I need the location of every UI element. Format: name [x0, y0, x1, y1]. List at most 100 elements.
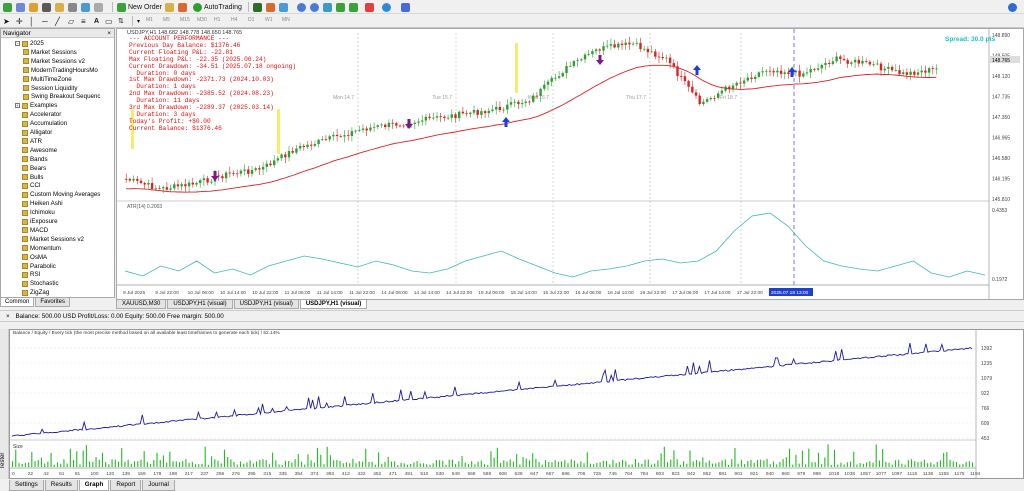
tab-favorites[interactable]: Favorites	[35, 298, 71, 307]
vertical-line-icon[interactable]: │	[29, 16, 34, 26]
tab-common[interactable]: Common	[0, 298, 35, 307]
balance-graph[interactable]: 1392 1235 1079 922 766 609 453 0 22 42 61 81 100 120 1…	[10, 330, 1023, 478]
navigator-item[interactable]: Bears	[22, 164, 46, 173]
trendline-icon[interactable]: ╱	[55, 16, 60, 26]
candle-body	[565, 66, 568, 74]
tab-results[interactable]: Results	[44, 480, 78, 491]
navigator-item[interactable]: Ichimoku	[22, 208, 55, 217]
timeframe-w1[interactable]: W1	[265, 17, 273, 23]
timeframe-m15[interactable]: M15	[180, 17, 190, 23]
size-bar	[127, 459, 129, 467]
timeframe-mn[interactable]: MN	[282, 17, 290, 23]
close-icon[interactable]: ×	[107, 30, 111, 37]
navigator-item[interactable]: Custom Moving Averages	[22, 190, 100, 199]
autotrading-button[interactable]: AutoTrading	[193, 2, 242, 12]
navigator-item[interactable]: Stochastic	[22, 279, 59, 288]
channel-icon[interactable]: ▱	[68, 16, 75, 26]
chart-shift-icon[interactable]	[336, 2, 345, 12]
navigator-item[interactable]: Accumulation	[22, 119, 67, 128]
strategy-tester-icon[interactable]	[81, 2, 90, 12]
navigator-item[interactable]: Bulls	[22, 173, 43, 182]
chart-tab[interactable]: USDJPY,H1 (visual)	[299, 300, 368, 309]
options-icon[interactable]	[94, 2, 103, 12]
candle-body	[458, 111, 461, 118]
navigator-item[interactable]: Bands	[22, 155, 48, 164]
navigator-item[interactable]: ATR	[22, 137, 42, 146]
navigator-item[interactable]: iExposure	[22, 217, 58, 226]
price-chart[interactable]: Mon 14.7 Tue 15.7 Wed 16.7 Thu 17.7 Fri 18.7…	[117, 29, 1023, 299]
navigator-item[interactable]: Momentum	[22, 244, 61, 253]
candle-body	[661, 57, 664, 59]
tab-journal[interactable]: Journal	[142, 480, 175, 491]
tab-report[interactable]: Report	[110, 480, 142, 491]
market-watch-icon[interactable]	[29, 2, 38, 12]
crosshair-icon[interactable]: ✛	[16, 16, 23, 26]
periods-icon[interactable]	[382, 2, 391, 12]
navigator-item[interactable]: ModernTradingHoursMo	[23, 66, 98, 75]
navigator-item[interactable]: Parabolic	[22, 262, 56, 271]
arrows-tool-icon[interactable]: ⇅	[118, 18, 124, 25]
line-chart-icon[interactable]	[279, 2, 288, 12]
navigator-item[interactable]: + Examples	[15, 101, 57, 110]
data-window-icon[interactable]	[42, 2, 51, 12]
chart-window[interactable]: Mon 14.7 Tue 15.7 Wed 16.7 Thu 17.7 Fri 18.7…	[116, 28, 1024, 300]
navigator-item[interactable]: Session Liquidity	[23, 84, 77, 93]
timeframe-m30[interactable]: M30	[197, 17, 207, 23]
timeframe-h4[interactable]: H4	[231, 17, 238, 23]
navigator-item[interactable]: Swing Breakout Sequenc	[23, 92, 100, 101]
navigator-icon[interactable]	[55, 2, 64, 12]
navigator-item[interactable]: Alligator	[22, 128, 52, 137]
horizontal-line-icon[interactable]: ─	[42, 16, 48, 26]
chart-tab[interactable]: USDJPY,H1 (visual)	[233, 300, 299, 309]
navigator-item[interactable]: RSI	[22, 270, 40, 279]
text-tool-icon[interactable]: A	[94, 17, 100, 25]
candle-body	[432, 117, 435, 119]
collapse-icon[interactable]: −	[15, 41, 20, 46]
help-icon[interactable]	[1008, 2, 1017, 12]
chart-tab[interactable]: XAUUSD,M30	[116, 300, 167, 309]
navigator-item[interactable]: Heiken Ashi	[22, 199, 63, 208]
tile-windows-icon[interactable]	[323, 2, 332, 12]
bar-chart-icon[interactable]	[253, 2, 262, 12]
indicators-icon[interactable]	[365, 2, 374, 12]
navigator-item[interactable]: CCI	[22, 181, 41, 190]
timeframe-d1[interactable]: D1	[248, 17, 255, 23]
autoscroll-icon[interactable]	[349, 2, 358, 12]
navigator-item[interactable]: MultiTimeZone	[23, 75, 72, 84]
fibonacci-icon[interactable]: ≡	[81, 16, 86, 26]
navigator-item[interactable]: − 2025	[15, 39, 44, 48]
expand-icon[interactable]: +	[15, 103, 20, 109]
profiles-icon[interactable]	[16, 2, 25, 12]
tab-settings[interactable]: Settings	[9, 480, 44, 491]
cursor-icon[interactable]: ➤	[3, 16, 10, 26]
tester-graph[interactable]: 1392 1235 1079 922 766 609 453 0 22 42 61 81 100 120 1…	[9, 329, 1024, 479]
zoom-in-icon[interactable]	[297, 2, 306, 12]
timeframe-dropdown-icon[interactable]: ▾	[137, 18, 141, 25]
chart-tab[interactable]: USDJPY,H1 (visual)	[167, 300, 233, 309]
navigator-item[interactable]: Market Sessions v2	[22, 235, 84, 244]
templates-icon[interactable]	[401, 2, 410, 12]
navigator-item[interactable]: Accelerator	[22, 110, 61, 119]
candlestick-icon[interactable]	[266, 2, 275, 12]
label-tool-icon[interactable]: ▭	[105, 16, 113, 26]
navigator-item[interactable]: Awesome	[22, 146, 57, 155]
size-bar	[699, 461, 701, 467]
timeframe-m1[interactable]: M1	[146, 17, 153, 23]
performance-line: Duration: 0 days	[129, 69, 196, 77]
timeframe-h1[interactable]: H1	[214, 17, 221, 23]
new-order-button[interactable]: New Order	[117, 2, 162, 12]
new-chart-icon[interactable]	[3, 2, 12, 12]
terminal-icon[interactable]	[68, 2, 77, 12]
market-icon[interactable]	[178, 2, 187, 12]
navigator-item[interactable]: ZigZag	[22, 288, 49, 297]
navigator-item[interactable]: Market Sessions v2	[23, 57, 85, 66]
close-icon[interactable]: ×	[6, 313, 10, 320]
metaeditor-icon[interactable]	[165, 2, 174, 12]
navigator-item[interactable]: MACD	[22, 226, 48, 235]
navigator-item[interactable]: OsMA	[22, 253, 47, 262]
candle-body	[931, 68, 934, 69]
tab-graph[interactable]: Graph	[78, 480, 110, 491]
timeframe-m5[interactable]: M5	[163, 17, 170, 23]
zoom-out-icon[interactable]	[310, 2, 319, 12]
navigator-item[interactable]: Market Sessions	[23, 48, 77, 57]
